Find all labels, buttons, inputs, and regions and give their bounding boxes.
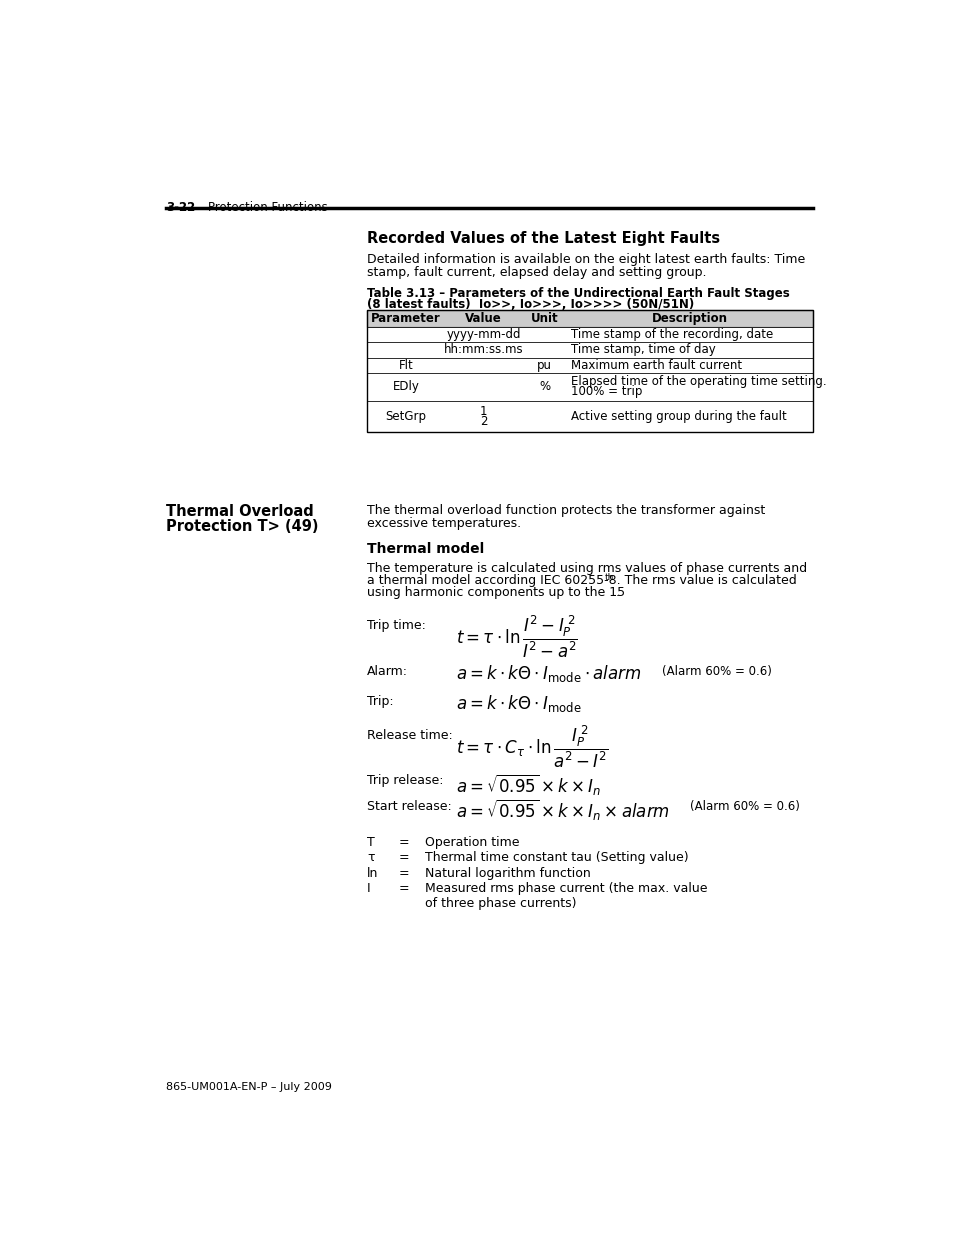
Text: Operation time: Operation time (425, 836, 519, 848)
Bar (367, 358, 812, 373)
Text: Active setting group during the fault: Active setting group during the fault (571, 410, 786, 422)
Text: Start release:: Start release: (367, 799, 452, 813)
Text: Trip:: Trip: (367, 695, 394, 708)
Text: Flt: Flt (398, 359, 413, 372)
Text: (Alarm 60% = 0.6): (Alarm 60% = 0.6) (661, 664, 771, 678)
Text: Description: Description (651, 312, 727, 325)
Text: excessive temperatures.: excessive temperatures. (367, 517, 521, 530)
Text: ln: ln (367, 867, 378, 879)
Text: =: = (397, 867, 409, 879)
Text: 100% = trip: 100% = trip (571, 385, 641, 399)
Text: 2: 2 (479, 415, 487, 427)
Text: Release time:: Release time: (367, 729, 453, 742)
Text: $a = \sqrt{0.95} \times k \times I_{n} \times \mathit{alarm}$: $a = \sqrt{0.95} \times k \times I_{n} \… (456, 798, 670, 823)
Bar (367, 327, 812, 342)
Text: Time stamp of the recording, date: Time stamp of the recording, date (571, 329, 773, 341)
Text: %: % (538, 380, 550, 394)
Text: The temperature is calculated using rms values of phase currents and: The temperature is calculated using rms … (367, 562, 806, 574)
Text: $t = \tau \cdot \ln\dfrac{I^{2} - I_{P}^{\;2}}{I^{2} - a^{2}}$: $t = \tau \cdot \ln\dfrac{I^{2} - I_{P}^… (456, 614, 578, 661)
Text: (8 latest faults)  Io>>, Io>>>, Io>>>> (50N/51N): (8 latest faults) Io>>, Io>>>, Io>>>> (5… (367, 299, 694, 311)
Text: Elapsed time of the operating time setting.: Elapsed time of the operating time setti… (571, 375, 826, 388)
Text: Trip release:: Trip release: (367, 774, 443, 787)
Text: Value: Value (465, 312, 501, 325)
Text: Unit: Unit (531, 312, 558, 325)
Text: Trip time:: Trip time: (367, 620, 426, 632)
Text: .: . (616, 587, 619, 599)
Text: 3-22: 3-22 (166, 200, 194, 214)
Bar (367, 401, 812, 431)
Text: T: T (367, 836, 375, 848)
Text: 865-UM001A-EN-P – July 2009: 865-UM001A-EN-P – July 2009 (166, 1082, 332, 1092)
Text: $t = \tau \cdot C_{\tau} \cdot \ln\dfrac{I_{P}^{\;2}}{a^{2} - I^{2}}$: $t = \tau \cdot C_{\tau} \cdot \ln\dfrac… (456, 724, 609, 769)
Text: Recorded Values of the Latest Eight Faults: Recorded Values of the Latest Eight Faul… (367, 231, 720, 246)
Text: Parameter: Parameter (371, 312, 440, 325)
Text: Thermal Overload: Thermal Overload (166, 504, 314, 519)
Text: Protection T> (49): Protection T> (49) (166, 519, 318, 534)
Text: Table 3.13 – Parameters of the Undirectional Earth Fault Stages: Table 3.13 – Parameters of the Undirecti… (367, 287, 789, 300)
Text: $a = \sqrt{0.95} \times k \times I_{n}$: $a = \sqrt{0.95} \times k \times I_{n}$ (456, 772, 601, 797)
Text: =: = (397, 882, 409, 895)
Text: yyyy-mm-dd: yyyy-mm-dd (446, 329, 520, 341)
Text: of three phase currents): of three phase currents) (425, 898, 577, 910)
Text: Protection Functions: Protection Functions (208, 200, 328, 214)
Text: Thermal model: Thermal model (367, 542, 484, 557)
Text: stamp, fault current, elapsed delay and setting group.: stamp, fault current, elapsed delay and … (367, 266, 706, 279)
Text: th: th (604, 573, 614, 582)
Text: Measured rms phase current (the max. value: Measured rms phase current (the max. val… (425, 882, 707, 895)
Text: =: = (397, 851, 409, 864)
Text: using harmonic components up to the 15: using harmonic components up to the 15 (367, 587, 625, 599)
Text: Thermal time constant tau (Setting value): Thermal time constant tau (Setting value… (425, 851, 688, 864)
Text: τ: τ (367, 851, 375, 864)
Text: pu: pu (537, 359, 552, 372)
Text: Maximum earth fault current: Maximum earth fault current (571, 359, 741, 372)
Text: $a = k \cdot k\Theta \cdot I_{\mathrm{mode}} \cdot \mathit{alarm}$: $a = k \cdot k\Theta \cdot I_{\mathrm{mo… (456, 662, 641, 683)
Text: Time stamp, time of day: Time stamp, time of day (571, 343, 715, 357)
Bar (367, 310, 812, 327)
Text: hh:mm:ss.ms: hh:mm:ss.ms (443, 343, 523, 357)
Text: I: I (367, 882, 371, 895)
Bar (367, 310, 812, 431)
Text: $a = k \cdot k\Theta \cdot I_{\mathrm{mode}}$: $a = k \cdot k\Theta \cdot I_{\mathrm{mo… (456, 693, 581, 714)
Bar (367, 373, 812, 401)
Text: Detailed information is available on the eight latest earth faults: Time: Detailed information is available on the… (367, 253, 804, 266)
Text: a thermal model according IEC 60255-8. The rms value is calculated: a thermal model according IEC 60255-8. T… (367, 574, 796, 587)
Bar (367, 342, 812, 358)
Text: Alarm:: Alarm: (367, 664, 408, 678)
Text: (Alarm 60% = 0.6): (Alarm 60% = 0.6) (689, 799, 799, 813)
Text: The thermal overload function protects the transformer against: The thermal overload function protects t… (367, 504, 764, 517)
Text: Natural logarithm function: Natural logarithm function (425, 867, 591, 879)
Text: SetGrp: SetGrp (385, 410, 426, 422)
Text: EDly: EDly (392, 380, 419, 394)
Text: =: = (397, 836, 409, 848)
Text: 1: 1 (479, 405, 487, 417)
